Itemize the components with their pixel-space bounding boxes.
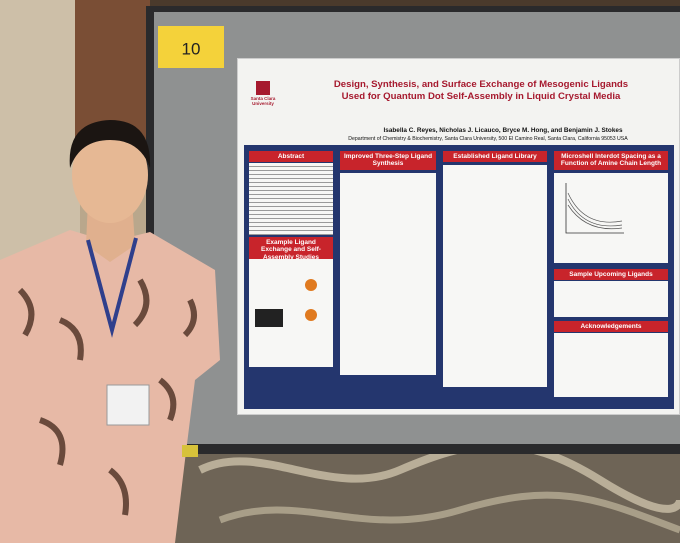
abstract-text — [249, 163, 333, 235]
wood-top — [150, 0, 680, 8]
section-header: Improved Three-Step Ligand Synthesis — [340, 151, 436, 170]
section-header: Abstract — [249, 151, 333, 163]
hair — [69, 120, 151, 168]
lanyard — [86, 237, 138, 338]
panel — [554, 173, 668, 263]
number-sign — [158, 26, 224, 68]
affiliation: Department of Chemistry & Biochemistry, … — [348, 136, 628, 142]
name-badge — [106, 384, 150, 426]
quantum-dot — [305, 309, 317, 321]
poster-body: Abstract Example Ligand Exchange and Sel… — [244, 145, 674, 409]
micrograph — [255, 309, 283, 327]
poster: Santa Clara University Design, Synthesis… — [237, 58, 680, 415]
panel — [340, 173, 436, 375]
panel — [554, 281, 668, 317]
authors: Isabella C. Reyes, Nicholas J. Licauco, … — [383, 127, 623, 134]
wood-panel — [75, 0, 155, 140]
face — [72, 127, 148, 223]
panel — [249, 259, 333, 367]
carpet-pattern — [218, 491, 680, 534]
panel — [443, 165, 547, 387]
logo-text: Santa Clara University — [250, 96, 276, 106]
title-line: Used for Quantum Dot Self-Assembly in Li… — [341, 90, 621, 102]
logo: Santa Clara University — [246, 81, 280, 106]
wristband — [182, 445, 198, 457]
plot-sketch — [565, 183, 624, 234]
shirt-pattern — [17, 278, 197, 516]
title-line: Design, Synthesis, and Surface Exchange … — [333, 79, 629, 90]
sign-number: 10 — [182, 39, 201, 58]
logo-mark — [256, 81, 270, 95]
section-header: Acknowledgements — [554, 321, 668, 333]
quantum-dot — [305, 279, 317, 291]
section-header: Microshell Interdot Spacing as a Functio… — [554, 151, 668, 170]
section-header: Sample Upcoming Ligands — [554, 269, 668, 281]
panel — [554, 333, 668, 397]
section-header: Established Ligand Library — [443, 151, 547, 163]
title: Design, Synthesis, and Surface Exchange … — [286, 79, 676, 103]
